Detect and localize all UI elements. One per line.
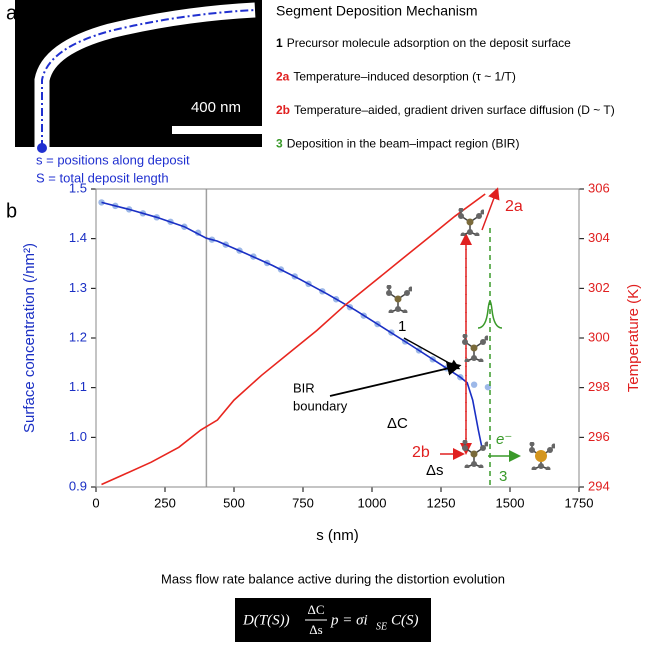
item-id: 2a: [276, 70, 290, 84]
y2-tick-label: 304: [588, 230, 610, 245]
plot-frame: [95, 188, 580, 488]
equation-box: [235, 598, 431, 642]
molecule: [386, 285, 414, 315]
y2-tick-label: 300: [588, 329, 610, 344]
mechanism-item: 1 Precursor molecule adsorption on the de…: [276, 36, 571, 50]
item-text: Deposition in the beam–impact region (BI…: [287, 137, 520, 151]
note: s = positions along deposit: [36, 152, 190, 167]
y-tick-label: 1.3: [69, 280, 87, 295]
annotation: boundary: [293, 398, 348, 413]
x-tick-label: 1500: [496, 495, 525, 510]
equation: SE: [376, 621, 387, 632]
start-dot: [37, 143, 47, 153]
y2-axis-label: Temperature (K): [625, 284, 642, 392]
annotation: BIR: [293, 380, 315, 395]
item-text: Precursor molecule adsorption on the dep…: [287, 36, 571, 50]
x-tick-label: 250: [154, 495, 176, 510]
adsorption-arrow: [403, 337, 461, 370]
y2-tick-label: 298: [588, 379, 610, 394]
series-line: [101, 193, 486, 486]
x-tick-label: 0: [92, 495, 99, 510]
annotation: e⁻: [496, 431, 512, 448]
y-axis-label: Surface concentration (/nm²): [21, 243, 38, 433]
x-tick-label: 1750: [565, 495, 594, 510]
item-text: Temperature–aided, gradient driven surfa…: [294, 103, 615, 117]
equation: D(T(S)): [242, 612, 290, 628]
x-tick-label: 500: [223, 495, 245, 510]
y-tick-label: 1.2: [69, 329, 87, 344]
y-tick-label: 1.4: [69, 230, 87, 245]
mechanism-title: Segment Deposition Mechanism: [276, 3, 478, 19]
y-tick-label: 1.0: [69, 429, 87, 444]
y2-tick-label: 294: [588, 478, 610, 493]
mechanism-item: 3 Deposition in the beam–impact region (B…: [276, 137, 519, 151]
bir-arrow: [329, 361, 462, 397]
y-tick-label: 0.9: [69, 478, 87, 493]
molecule: [458, 208, 486, 238]
equation: C(S): [391, 612, 419, 628]
scale-bar: [172, 126, 262, 134]
y-tick-label: 1.1: [69, 379, 87, 394]
desorption-arrow: [481, 187, 500, 231]
note: S = total deposit length: [36, 170, 169, 185]
molecule: [462, 440, 490, 470]
caption: Mass flow rate balance active during the…: [161, 571, 505, 586]
x-axis-label: s (nm): [316, 527, 359, 544]
y2-tick-label: 302: [588, 280, 610, 295]
scale-label: 400 nm: [191, 99, 241, 116]
equation: ΔC: [307, 602, 324, 617]
annotation: ΔC: [387, 415, 408, 432]
data-point: [470, 381, 478, 388]
x-tick-label: 750: [292, 495, 314, 510]
deposited-atom: [535, 450, 547, 462]
item-id: 1: [276, 36, 283, 50]
y-tick-label: 1.5: [69, 180, 87, 195]
beam-profile: [477, 300, 503, 329]
item-id: 3: [276, 137, 283, 151]
panel-label: b: [6, 200, 17, 222]
x-tick-label: 1000: [358, 495, 387, 510]
annotation: 2b: [412, 444, 430, 461]
annotation: Δs: [426, 462, 444, 479]
series-line: [101, 201, 484, 450]
y2-tick-label: 296: [588, 429, 610, 444]
annotation: 1: [398, 318, 406, 335]
y2-tick-label: 306: [588, 180, 610, 195]
mechanism-list: 1 Precursor molecule adsorption on the de…: [276, 36, 615, 151]
mechanism-item: 2a Temperature–induced desorption (τ ~ 1/…: [276, 70, 516, 84]
plot: 0 250 500 750 1000 1250 1500 1750 0.9 1.0 1.1 1.2 1.…: [21, 180, 642, 544]
annotation: 3: [499, 468, 507, 485]
equation: Δs: [309, 622, 322, 637]
x-tick-label: 1250: [427, 495, 456, 510]
path-line: [41, 9, 256, 148]
equation: p = σi: [330, 612, 368, 628]
mechanism-item: 2b Temperature–aided, gradient driven sur…: [276, 103, 615, 117]
item-id: 2b: [276, 103, 290, 117]
annotation: 2a: [505, 198, 523, 215]
item-text: Temperature–induced desorption (τ ~ 1/T): [293, 70, 516, 84]
